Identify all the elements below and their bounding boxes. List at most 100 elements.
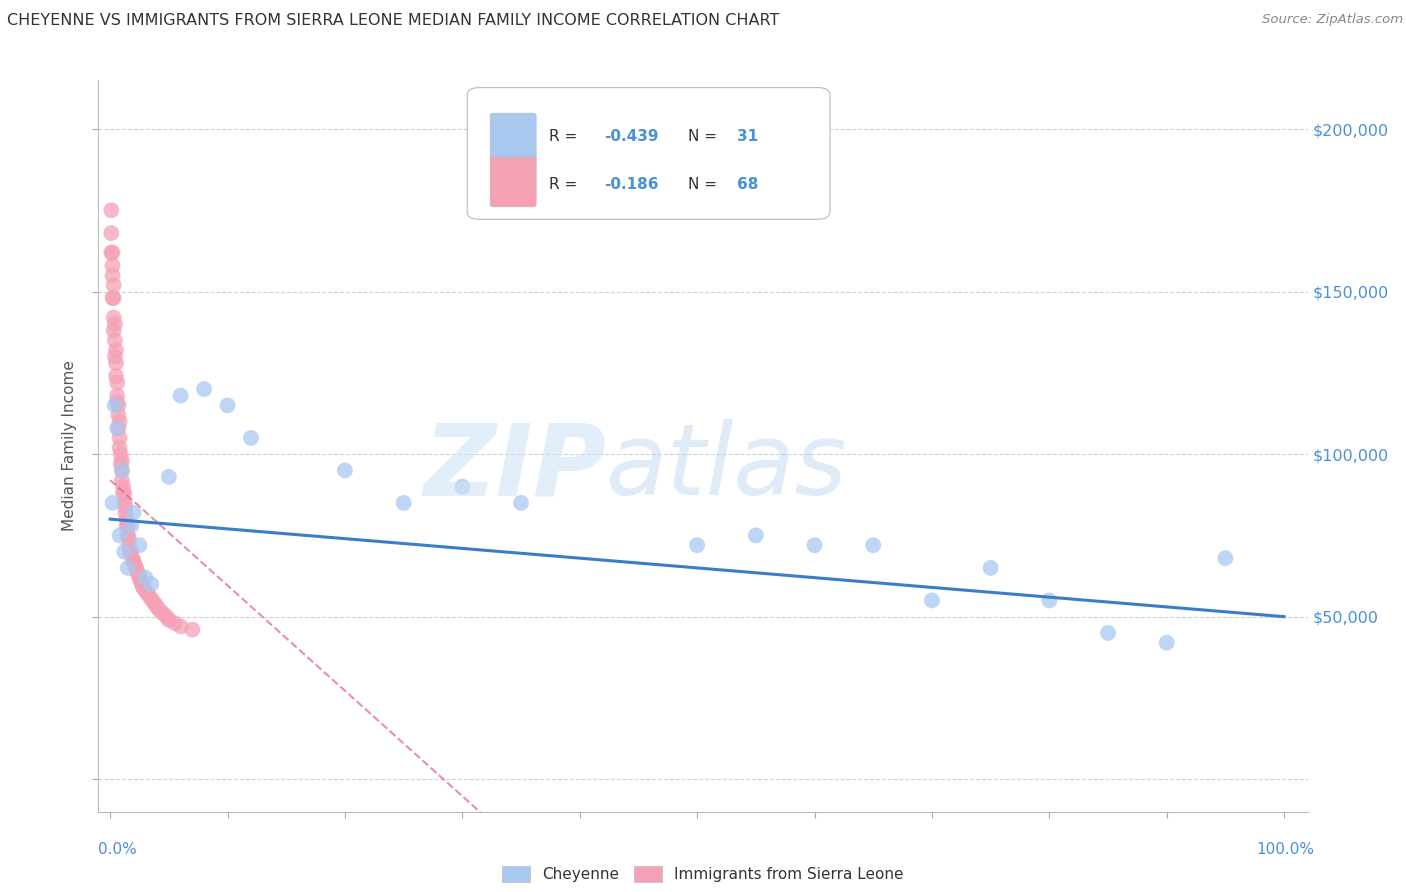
Point <box>101 259 124 273</box>
Point <box>169 389 191 403</box>
Point <box>104 350 127 364</box>
Point <box>157 613 180 627</box>
Legend: Cheyenne, Immigrants from Sierra Leone: Cheyenne, Immigrants from Sierra Leone <box>496 860 910 888</box>
Point <box>193 382 215 396</box>
Text: -0.439: -0.439 <box>603 129 658 145</box>
Point <box>122 506 145 520</box>
Point <box>100 203 122 218</box>
Point <box>101 268 124 283</box>
Point <box>100 245 122 260</box>
Text: ZIP: ZIP <box>423 419 606 516</box>
Point <box>980 561 1002 575</box>
Text: N =: N = <box>689 177 723 192</box>
Point <box>1156 635 1178 649</box>
Point <box>125 561 148 575</box>
Point <box>127 564 149 578</box>
Point <box>103 291 125 305</box>
Point <box>451 480 474 494</box>
Point <box>333 463 356 477</box>
Point <box>110 447 132 461</box>
Text: CHEYENNE VS IMMIGRANTS FROM SIERRA LEONE MEDIAN FAMILY INCOME CORRELATION CHART: CHEYENNE VS IMMIGRANTS FROM SIERRA LEONE… <box>7 13 779 29</box>
Text: N =: N = <box>689 129 723 145</box>
Point <box>163 616 186 631</box>
Point <box>101 245 124 260</box>
Point <box>143 597 166 611</box>
Point <box>101 291 124 305</box>
Point <box>1038 593 1060 607</box>
Point <box>122 554 145 568</box>
Point <box>132 581 155 595</box>
Point <box>112 544 135 558</box>
Point <box>1215 551 1237 566</box>
Point <box>152 607 174 621</box>
Point <box>111 463 134 477</box>
Point <box>101 496 124 510</box>
Point <box>121 551 143 566</box>
Point <box>115 512 138 526</box>
Point <box>921 593 943 607</box>
Point <box>103 324 125 338</box>
Point <box>111 453 134 467</box>
Point <box>117 561 139 575</box>
Point <box>803 538 825 552</box>
Point <box>510 496 533 510</box>
FancyBboxPatch shape <box>467 87 830 219</box>
Text: 31: 31 <box>737 129 758 145</box>
Point <box>105 343 128 357</box>
Point <box>111 473 134 487</box>
Point <box>104 317 127 331</box>
Point <box>120 544 142 558</box>
FancyBboxPatch shape <box>491 157 536 207</box>
Point <box>217 398 239 412</box>
Point <box>862 538 884 552</box>
Point <box>118 532 141 546</box>
Point <box>120 544 142 558</box>
Point <box>112 486 135 500</box>
Point <box>124 558 146 572</box>
Text: 0.0%: 0.0% <box>98 842 138 856</box>
Text: -0.186: -0.186 <box>603 177 658 192</box>
Text: atlas: atlas <box>606 419 848 516</box>
Point <box>114 499 136 513</box>
Point <box>112 496 135 510</box>
Point <box>745 528 768 542</box>
Point <box>136 587 159 601</box>
Point <box>139 590 162 604</box>
Point <box>104 334 127 348</box>
Point <box>103 278 125 293</box>
Point <box>107 421 129 435</box>
Point <box>120 518 142 533</box>
Point <box>134 583 156 598</box>
Point <box>105 369 128 384</box>
Point <box>128 571 150 585</box>
Point <box>112 486 135 500</box>
Point <box>240 431 263 445</box>
Point <box>107 398 129 412</box>
Point <box>112 480 135 494</box>
Point <box>103 310 125 325</box>
Point <box>118 538 141 552</box>
Point <box>104 398 127 412</box>
Point <box>148 603 170 617</box>
Point <box>157 470 180 484</box>
Point <box>1097 626 1119 640</box>
Point <box>114 506 136 520</box>
Text: Source: ZipAtlas.com: Source: ZipAtlas.com <box>1263 13 1403 27</box>
Text: R =: R = <box>550 129 582 145</box>
Point <box>108 415 131 429</box>
Point <box>108 431 131 445</box>
Point <box>107 408 129 422</box>
Point <box>117 518 139 533</box>
Point <box>105 356 128 370</box>
Point <box>117 528 139 542</box>
Point <box>141 593 163 607</box>
Point <box>131 577 153 591</box>
Text: R =: R = <box>550 177 582 192</box>
Point <box>129 574 152 588</box>
Point <box>100 226 122 240</box>
Point <box>110 457 132 471</box>
Text: 100.0%: 100.0% <box>1257 842 1315 856</box>
Point <box>108 441 131 455</box>
Point <box>146 599 169 614</box>
Point <box>111 463 134 477</box>
